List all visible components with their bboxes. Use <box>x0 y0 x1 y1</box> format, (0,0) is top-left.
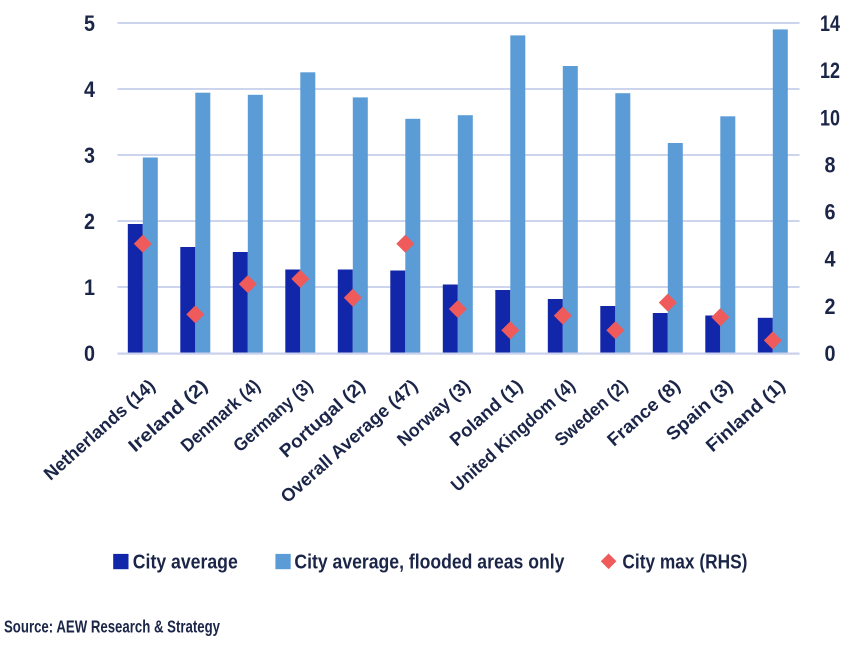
svg-text:2: 2 <box>84 209 95 234</box>
svg-text:0: 0 <box>84 341 95 366</box>
svg-text:5: 5 <box>84 11 95 36</box>
svg-text:2: 2 <box>825 294 836 319</box>
svg-text:0: 0 <box>825 341 836 366</box>
svg-text:Source: AEW Research & Strateg: Source: AEW Research & Strategy <box>4 617 220 637</box>
svg-text:12: 12 <box>820 58 840 83</box>
svg-text:6: 6 <box>825 200 836 225</box>
svg-text:1: 1 <box>84 275 95 300</box>
svg-text:8: 8 <box>825 152 836 177</box>
svg-text:City average: City average <box>133 551 238 573</box>
svg-text:City average, flooded areas on: City average, flooded areas only <box>294 551 565 573</box>
svg-text:14: 14 <box>820 11 841 36</box>
svg-text:3: 3 <box>84 143 95 168</box>
svg-text:City max (RHS): City max (RHS) <box>622 551 747 573</box>
svg-text:4: 4 <box>84 77 96 102</box>
svg-text:10: 10 <box>820 105 840 130</box>
svg-text:4: 4 <box>825 247 837 272</box>
